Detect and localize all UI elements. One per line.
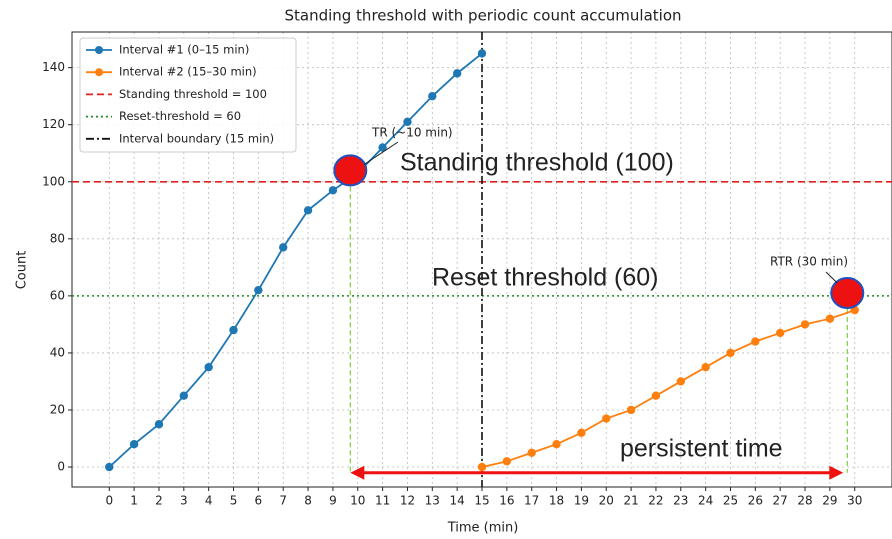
x-tick-label: 21	[623, 494, 638, 508]
annotation-pointer	[364, 141, 399, 165]
data-point	[651, 391, 661, 400]
data-point	[577, 428, 586, 437]
data-point	[825, 314, 835, 323]
legend-box	[79, 37, 297, 153]
x-tick-label: 1	[130, 494, 138, 508]
x-tick-label: 14	[450, 494, 465, 508]
highlight-marker	[333, 154, 368, 187]
x-tick-label: 18	[549, 494, 564, 508]
data-point	[800, 320, 810, 329]
data-point	[129, 440, 139, 449]
legend-label: Standing threshold = 100	[119, 87, 267, 101]
y-tick-label: 60	[50, 288, 65, 302]
x-tick-label: 24	[698, 494, 713, 508]
y-tick-label: 80	[50, 231, 65, 245]
data-point	[328, 186, 338, 195]
x-tick-label: 27	[773, 494, 788, 508]
data-point	[477, 462, 487, 472]
legend-label: Interval #1 (0–15 min)	[119, 43, 249, 57]
x-tick-label: 9	[329, 494, 337, 508]
highlight-marker	[830, 277, 865, 310]
x-tick-label: 22	[648, 494, 663, 508]
y-tick-label: 100	[42, 174, 65, 188]
legend-label: Interval boundary (15 min)	[119, 131, 274, 145]
x-tick-label: 6	[255, 494, 263, 508]
data-point	[179, 391, 189, 400]
x-tick-label: 17	[524, 494, 539, 508]
data-point	[726, 348, 735, 358]
x-tick-label: 16	[499, 494, 514, 508]
data-point	[775, 328, 785, 338]
legend-label: Interval #2 (15–30 min)	[119, 65, 257, 79]
data-point	[254, 285, 263, 295]
data-point	[378, 143, 387, 152]
x-tick-label: 2	[155, 494, 163, 508]
annotation: persistent time	[620, 435, 783, 463]
data-point	[626, 405, 636, 415]
arrow-head	[350, 465, 365, 480]
arrow-head	[829, 465, 844, 480]
data-point	[751, 337, 760, 346]
x-tick-label: 23	[673, 494, 688, 508]
x-tick-label: 11	[375, 494, 390, 508]
x-tick-label: 15	[474, 494, 489, 508]
data-point	[204, 362, 213, 372]
y-axis-label: Count	[15, 251, 30, 290]
x-tick-label: 4	[205, 494, 213, 508]
y-tick-label: 140	[42, 60, 65, 74]
data-point	[701, 362, 710, 372]
chart-title: Standing threshold with periodic count a…	[284, 7, 681, 25]
x-tick-label: 5	[230, 494, 238, 508]
series-line	[481, 309, 856, 468]
legend-marker	[95, 68, 103, 77]
data-point	[477, 49, 487, 58]
data-point	[676, 377, 685, 386]
x-tick-label: 12	[400, 494, 415, 508]
x-axis-label: Time (min)	[447, 521, 519, 536]
x-tick-label: 8	[304, 494, 312, 508]
y-tick-label: 0	[57, 460, 65, 474]
x-tick-label: 0	[105, 494, 113, 508]
annotation-pointer	[825, 271, 838, 284]
data-point	[105, 462, 114, 472]
data-point	[403, 117, 412, 127]
x-tick-label: 20	[599, 494, 614, 508]
y-tick-label: 120	[42, 117, 65, 131]
data-point	[154, 420, 164, 429]
annotation: RTR (30 min)	[770, 255, 848, 269]
legend-marker	[95, 46, 103, 54]
annotation: Standing threshold (100)	[400, 149, 674, 177]
data-point	[502, 457, 512, 466]
x-tick-label: 29	[822, 494, 837, 508]
data-point	[527, 448, 536, 457]
y-tick-label: 40	[50, 345, 65, 359]
data-point	[428, 91, 437, 101]
legend: Interval #1 (0–15 min) Interval #2 (15–30…	[79, 37, 297, 153]
x-tick-label: 26	[748, 494, 763, 508]
data-point	[229, 325, 238, 335]
data-point	[552, 440, 561, 449]
x-tick-label: 10	[350, 494, 365, 508]
annotation: Reset threshold (60)	[432, 264, 659, 292]
annotation: TR (~10 min)	[371, 126, 453, 140]
x-tick-label: 30	[847, 494, 862, 508]
x-tick-label: 19	[574, 494, 589, 508]
y-tick-label: 20	[50, 402, 65, 416]
legend-label: Reset-threshold = 60	[119, 109, 241, 123]
data-point	[279, 243, 288, 252]
x-tick-label: 3	[180, 494, 188, 508]
x-tick-label: 13	[425, 494, 440, 508]
data-point	[452, 69, 462, 78]
x-tick-label: 28	[797, 494, 812, 508]
series-line	[108, 52, 483, 468]
data-point	[602, 414, 611, 423]
x-tick-label: 7	[279, 494, 287, 508]
data-point	[303, 206, 313, 215]
x-tick-label: 25	[723, 494, 738, 508]
